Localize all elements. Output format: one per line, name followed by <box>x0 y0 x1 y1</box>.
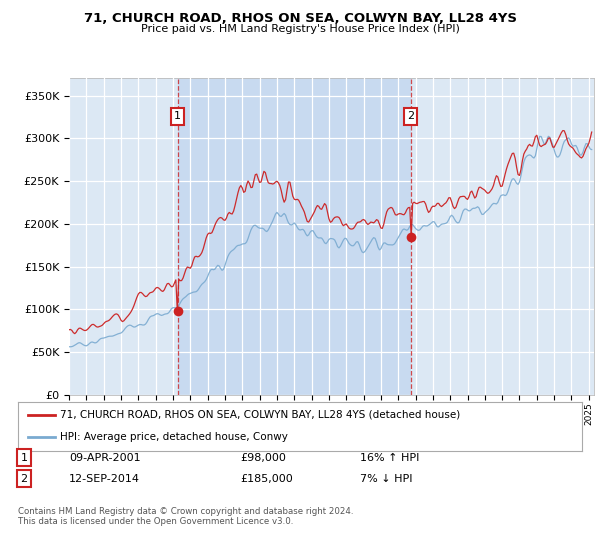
Text: Contains HM Land Registry data © Crown copyright and database right 2024.
This d: Contains HM Land Registry data © Crown c… <box>18 507 353 526</box>
Text: 7% ↓ HPI: 7% ↓ HPI <box>360 474 413 484</box>
Text: £98,000: £98,000 <box>240 452 286 463</box>
Bar <box>178 78 410 395</box>
Text: 1: 1 <box>20 452 28 463</box>
Text: Price paid vs. HM Land Registry's House Price Index (HPI): Price paid vs. HM Land Registry's House … <box>140 24 460 34</box>
Text: 09-APR-2001: 09-APR-2001 <box>69 452 140 463</box>
Text: £185,000: £185,000 <box>240 474 293 484</box>
Text: 71, CHURCH ROAD, RHOS ON SEA, COLWYN BAY, LL28 4YS (detached house): 71, CHURCH ROAD, RHOS ON SEA, COLWYN BAY… <box>60 410 461 420</box>
Text: 2: 2 <box>20 474 28 484</box>
Text: 12-SEP-2014: 12-SEP-2014 <box>69 474 140 484</box>
Text: 2: 2 <box>407 111 414 122</box>
Text: 16% ↑ HPI: 16% ↑ HPI <box>360 452 419 463</box>
Text: 71, CHURCH ROAD, RHOS ON SEA, COLWYN BAY, LL28 4YS: 71, CHURCH ROAD, RHOS ON SEA, COLWYN BAY… <box>83 12 517 25</box>
Text: HPI: Average price, detached house, Conwy: HPI: Average price, detached house, Conw… <box>60 432 288 442</box>
Text: 1: 1 <box>174 111 181 122</box>
